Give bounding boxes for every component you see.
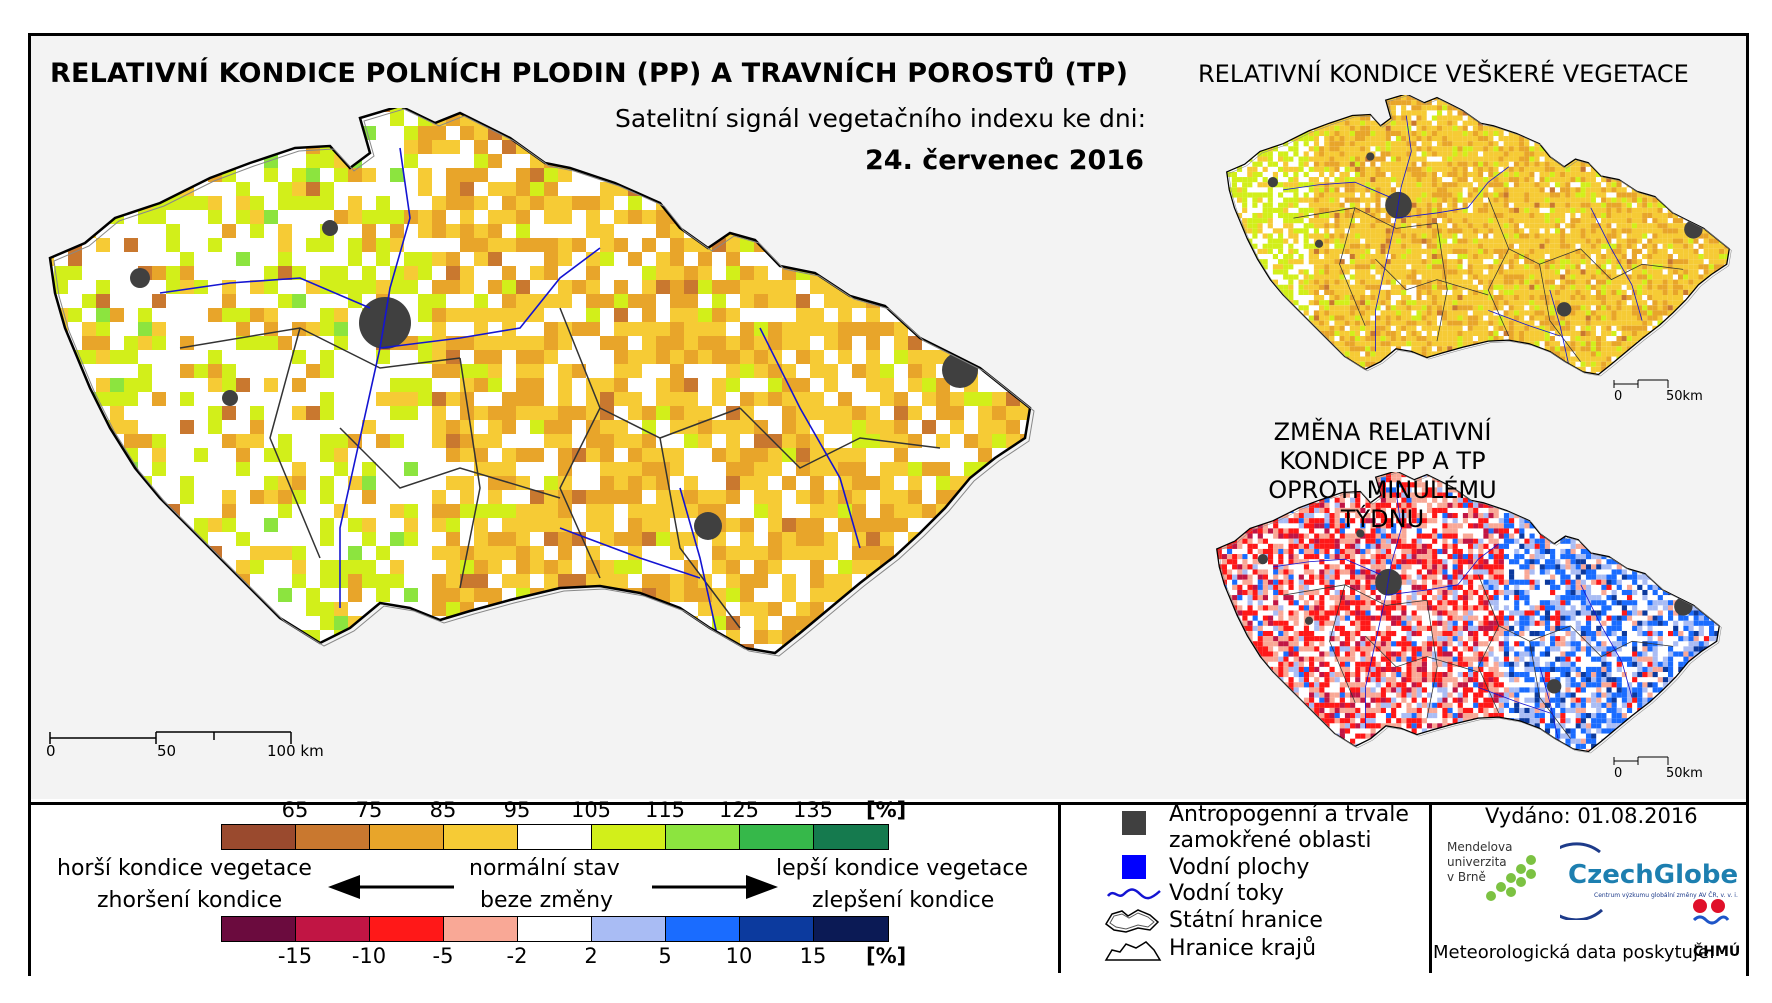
legend-divider-1 bbox=[1058, 802, 1061, 973]
better-label: lepší kondice vegetace bbox=[776, 856, 1029, 881]
condition-tick-1: 75 bbox=[355, 798, 383, 822]
change-tick-3: -2 bbox=[506, 944, 528, 968]
change-tick-1: -10 bbox=[351, 944, 387, 968]
condition-swatch-2 bbox=[370, 825, 444, 849]
condition-swatch-7 bbox=[740, 825, 814, 849]
condition-swatch-4 bbox=[518, 825, 592, 849]
change-inset-scale-bar bbox=[1613, 756, 1669, 765]
vegetation-inset-scale-bar bbox=[1613, 379, 1669, 388]
change-tick-0: -15 bbox=[277, 944, 313, 968]
change-swatch-6 bbox=[666, 917, 740, 941]
water-bodies-label: Vodní plochy bbox=[1169, 855, 1310, 880]
condition-swatch-5 bbox=[592, 825, 666, 849]
vegetation-scale-50: 50km bbox=[1666, 389, 1703, 404]
water-body-swatch-icon bbox=[1122, 855, 1146, 879]
anthropogenic-label-2: zamokřené oblasti bbox=[1169, 828, 1372, 853]
weekly-change-inset-map bbox=[1216, 472, 1722, 754]
vegetation-inset-title: RELATIVNÍ KONDICE VEŠKERÉ VEGETACE bbox=[1198, 60, 1689, 88]
change-swatch-7 bbox=[740, 917, 814, 941]
czechglobe-logo-icon bbox=[1560, 842, 1604, 920]
condition-tick-5: 115 bbox=[644, 798, 686, 822]
mendel-university-logo: Mendelova univerzita v Brně bbox=[1447, 840, 1512, 885]
arrow-right-icon bbox=[652, 875, 778, 899]
meteo-credit: Meteorologická data poskytuje: bbox=[1433, 942, 1716, 963]
change-swatch-0 bbox=[222, 917, 296, 941]
normal-label: normální stav bbox=[469, 856, 620, 881]
condition-unit: [%] bbox=[866, 798, 907, 822]
rivers-label: Vodní toky bbox=[1169, 881, 1284, 906]
main-condition-map bbox=[48, 108, 1035, 657]
issued-date: Vydáno: 01.08.2016 bbox=[1485, 804, 1698, 828]
change-swatch-4 bbox=[518, 917, 592, 941]
change-inset-title-line1: ZMĚNA RELATIVNÍ KONDICE PP A TP bbox=[1273, 418, 1492, 475]
condition-tick-0: 65 bbox=[281, 798, 309, 822]
change-swatch-3 bbox=[444, 917, 518, 941]
condition-swatch-0 bbox=[222, 825, 296, 849]
condition-swatch-3 bbox=[444, 825, 518, 849]
arrow-left-icon bbox=[328, 875, 454, 899]
condition-tick-3: 95 bbox=[503, 798, 531, 822]
condition-swatch-1 bbox=[296, 825, 370, 849]
vegetation-condition-inset-map bbox=[1226, 95, 1732, 377]
river-line-icon bbox=[1107, 888, 1161, 900]
condition-tick-7: 135 bbox=[792, 798, 834, 822]
worse-change-label: zhoršení kondice bbox=[97, 888, 283, 913]
change-swatch-8 bbox=[814, 917, 888, 941]
better-change-label: zlepšení kondice bbox=[812, 888, 995, 913]
chmu-name: ČHMÚ bbox=[1693, 944, 1741, 960]
change-scale-0: 0 bbox=[1614, 766, 1623, 781]
change-tick-7: 15 bbox=[799, 944, 827, 968]
change-swatch-5 bbox=[592, 917, 666, 941]
condition-tick-6: 125 bbox=[718, 798, 760, 822]
main-scale-bar bbox=[49, 731, 292, 744]
change-tick-4: 2 bbox=[584, 944, 598, 968]
condition-tick-4: 105 bbox=[570, 798, 612, 822]
change-tick-5: 5 bbox=[658, 944, 672, 968]
no-change-label: beze změny bbox=[480, 888, 614, 913]
vegetation-scale-0: 0 bbox=[1614, 389, 1623, 404]
worse-label: horší kondice vegetace bbox=[57, 856, 312, 881]
change-unit: [%] bbox=[866, 944, 907, 968]
legend-divider-2 bbox=[1429, 802, 1432, 973]
anthropogenic-label-1: Antropogenní a trvale bbox=[1169, 802, 1409, 827]
condition-color-bar bbox=[221, 824, 889, 850]
condition-tick-2: 85 bbox=[429, 798, 457, 822]
main-title: RELATIVNÍ KONDICE POLNÍCH PLODIN (PP) A … bbox=[50, 58, 1129, 89]
region-border-icon bbox=[1104, 941, 1162, 961]
state-border-label: Státní hranice bbox=[1169, 908, 1323, 933]
czechglobe-name: CzechGlobe bbox=[1568, 860, 1739, 890]
change-inset-title: ZMĚNA RELATIVNÍ KONDICE PP A TP OPROTI M… bbox=[1240, 418, 1525, 534]
change-swatch-1 bbox=[296, 917, 370, 941]
change-tick-2: -5 bbox=[432, 944, 454, 968]
main-scale-label-100: 100 km bbox=[267, 742, 324, 760]
mendel-dots-icon bbox=[1486, 855, 1536, 901]
change-scale-50: 50km bbox=[1666, 766, 1703, 781]
chmu-logo-icon bbox=[1692, 899, 1730, 925]
mendel-line2: univerzita bbox=[1447, 855, 1507, 869]
change-color-bar bbox=[221, 916, 889, 942]
condition-swatch-6 bbox=[666, 825, 740, 849]
satellite-subtitle: Satelitní signál vegetačního indexu ke d… bbox=[615, 104, 1147, 133]
region-border-label: Hranice krajů bbox=[1169, 936, 1317, 961]
change-tick-6: 10 bbox=[725, 944, 753, 968]
condition-swatch-8 bbox=[814, 825, 888, 849]
czechglobe-subtitle: Centrum výzkumu globální změny AV ČR, v.… bbox=[1594, 892, 1738, 899]
change-inset-title-line2: OPROTI MINULÉMU TÝDNU bbox=[1268, 476, 1497, 533]
mendel-line3: v Brně bbox=[1447, 870, 1486, 884]
mendel-line1: Mendelova bbox=[1447, 840, 1513, 854]
anthropogenic-swatch-icon bbox=[1122, 811, 1146, 835]
main-scale-label-50: 50 bbox=[157, 742, 177, 760]
state-border-icon bbox=[1105, 909, 1160, 933]
change-swatch-2 bbox=[370, 917, 444, 941]
main-scale-label-0: 0 bbox=[46, 742, 56, 760]
map-date: 24. červenec 2016 bbox=[865, 145, 1144, 176]
